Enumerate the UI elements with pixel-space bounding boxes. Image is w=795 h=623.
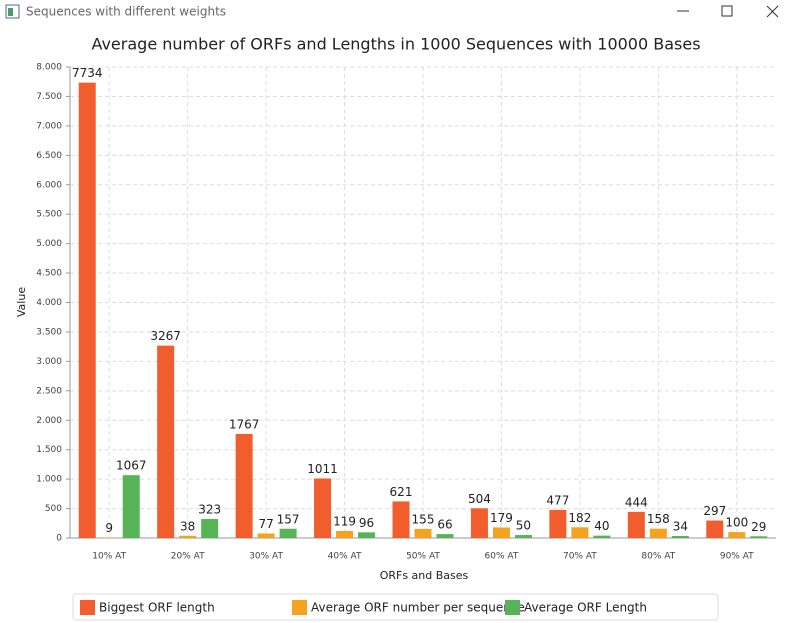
data-label: 444 [625,495,648,509]
y-tick-label: 1.000 [36,475,62,485]
bar [549,509,567,538]
x-tick-label: 80% AT [641,552,675,562]
bar [593,535,611,538]
maximize-button[interactable] [721,5,733,17]
y-tick-label: 3.000 [36,357,62,367]
bar [392,501,410,538]
y-tick-label: 4.500 [36,269,62,279]
bar [627,511,645,538]
data-label: 40 [594,519,609,533]
bar [414,528,432,538]
x-tick-label: 10% AT [92,552,126,562]
legend-swatch [505,600,520,615]
bar [750,536,768,538]
bar [336,530,354,538]
data-label: 323 [198,502,221,516]
bar [671,535,689,538]
data-label: 77 [258,517,273,531]
bar [706,520,724,538]
x-tick-label: 70% AT [563,552,597,562]
data-label: 297 [703,504,726,518]
data-label: 7734 [72,66,103,80]
y-tick-label: 2.000 [36,416,62,426]
legend-box [72,593,719,621]
data-label: 477 [546,493,569,507]
window-title: Sequences with different weights [26,5,226,19]
bar [279,528,297,538]
x-axis-label: ORFs and Bases [380,569,469,582]
data-label: 96 [359,516,374,530]
y-tick-label: 5.000 [36,239,62,249]
y-tick-label: 500 [45,504,62,514]
data-label: 9 [105,521,113,535]
bar [157,345,175,538]
data-label: 621 [390,485,413,499]
data-label: 3267 [150,329,181,343]
legend-swatch [80,600,95,615]
bar [179,535,197,538]
bar [78,82,96,538]
bar [100,537,118,538]
y-tick-label: 1.500 [36,445,62,455]
data-label: 182 [568,511,591,525]
data-label: 50 [516,519,531,533]
bar [571,527,589,538]
y-tick-label: 2.500 [36,386,62,396]
bar [201,518,219,538]
bar [257,533,275,538]
legend-label: Average ORF Length [524,601,647,615]
y-tick-label: 6.000 [36,180,62,190]
y-tick-label: 8.000 [36,63,62,73]
data-label: 66 [437,518,452,532]
y-tick-label: 7.000 [36,121,62,131]
bar [436,534,454,538]
y-tick-label: 4.000 [36,298,62,308]
data-label: 38 [180,519,195,533]
close-button[interactable] [766,5,779,18]
legend-swatch [292,600,307,615]
bar [470,508,488,538]
y-tick-label: 7.500 [36,92,62,102]
bar [235,433,253,538]
data-label: 100 [725,516,748,530]
y-tick-label: 3.500 [36,327,62,337]
data-label: 119 [333,514,356,528]
data-label: 158 [647,512,670,526]
bar [358,532,376,538]
x-tick-label: 60% AT [485,552,519,562]
data-label: 34 [673,519,688,533]
data-label: 157 [277,512,300,526]
legend-label: Average ORF number per sequence [311,601,525,615]
app-icon [5,4,20,19]
legend-label: Biggest ORF length [99,601,215,615]
bar [122,475,140,538]
bar [649,528,667,538]
x-tick-label: 90% AT [720,552,754,562]
bar [728,532,746,538]
bar [514,535,532,538]
y-tick-label: 5.500 [36,210,62,220]
data-label: 1767 [229,417,260,431]
data-label: 29 [751,520,766,534]
data-label: 504 [468,492,491,506]
y-tick-label: 6.500 [36,151,62,161]
data-label: 1067 [116,459,147,473]
app-icon-detail [8,8,13,16]
x-tick-label: 50% AT [406,552,440,562]
bar [492,527,510,538]
x-tick-label: 20% AT [171,552,205,562]
x-tick-label: 30% AT [249,552,283,562]
chart-title: Average number of ORFs and Lengths in 10… [91,35,700,54]
y-axis-label: Value [15,287,28,317]
data-label: 179 [490,511,513,525]
data-label: 155 [412,512,435,526]
y-tick-label: 0 [56,534,62,544]
data-label: 1011 [307,462,338,476]
x-tick-label: 40% AT [328,552,362,562]
bar [314,478,332,538]
